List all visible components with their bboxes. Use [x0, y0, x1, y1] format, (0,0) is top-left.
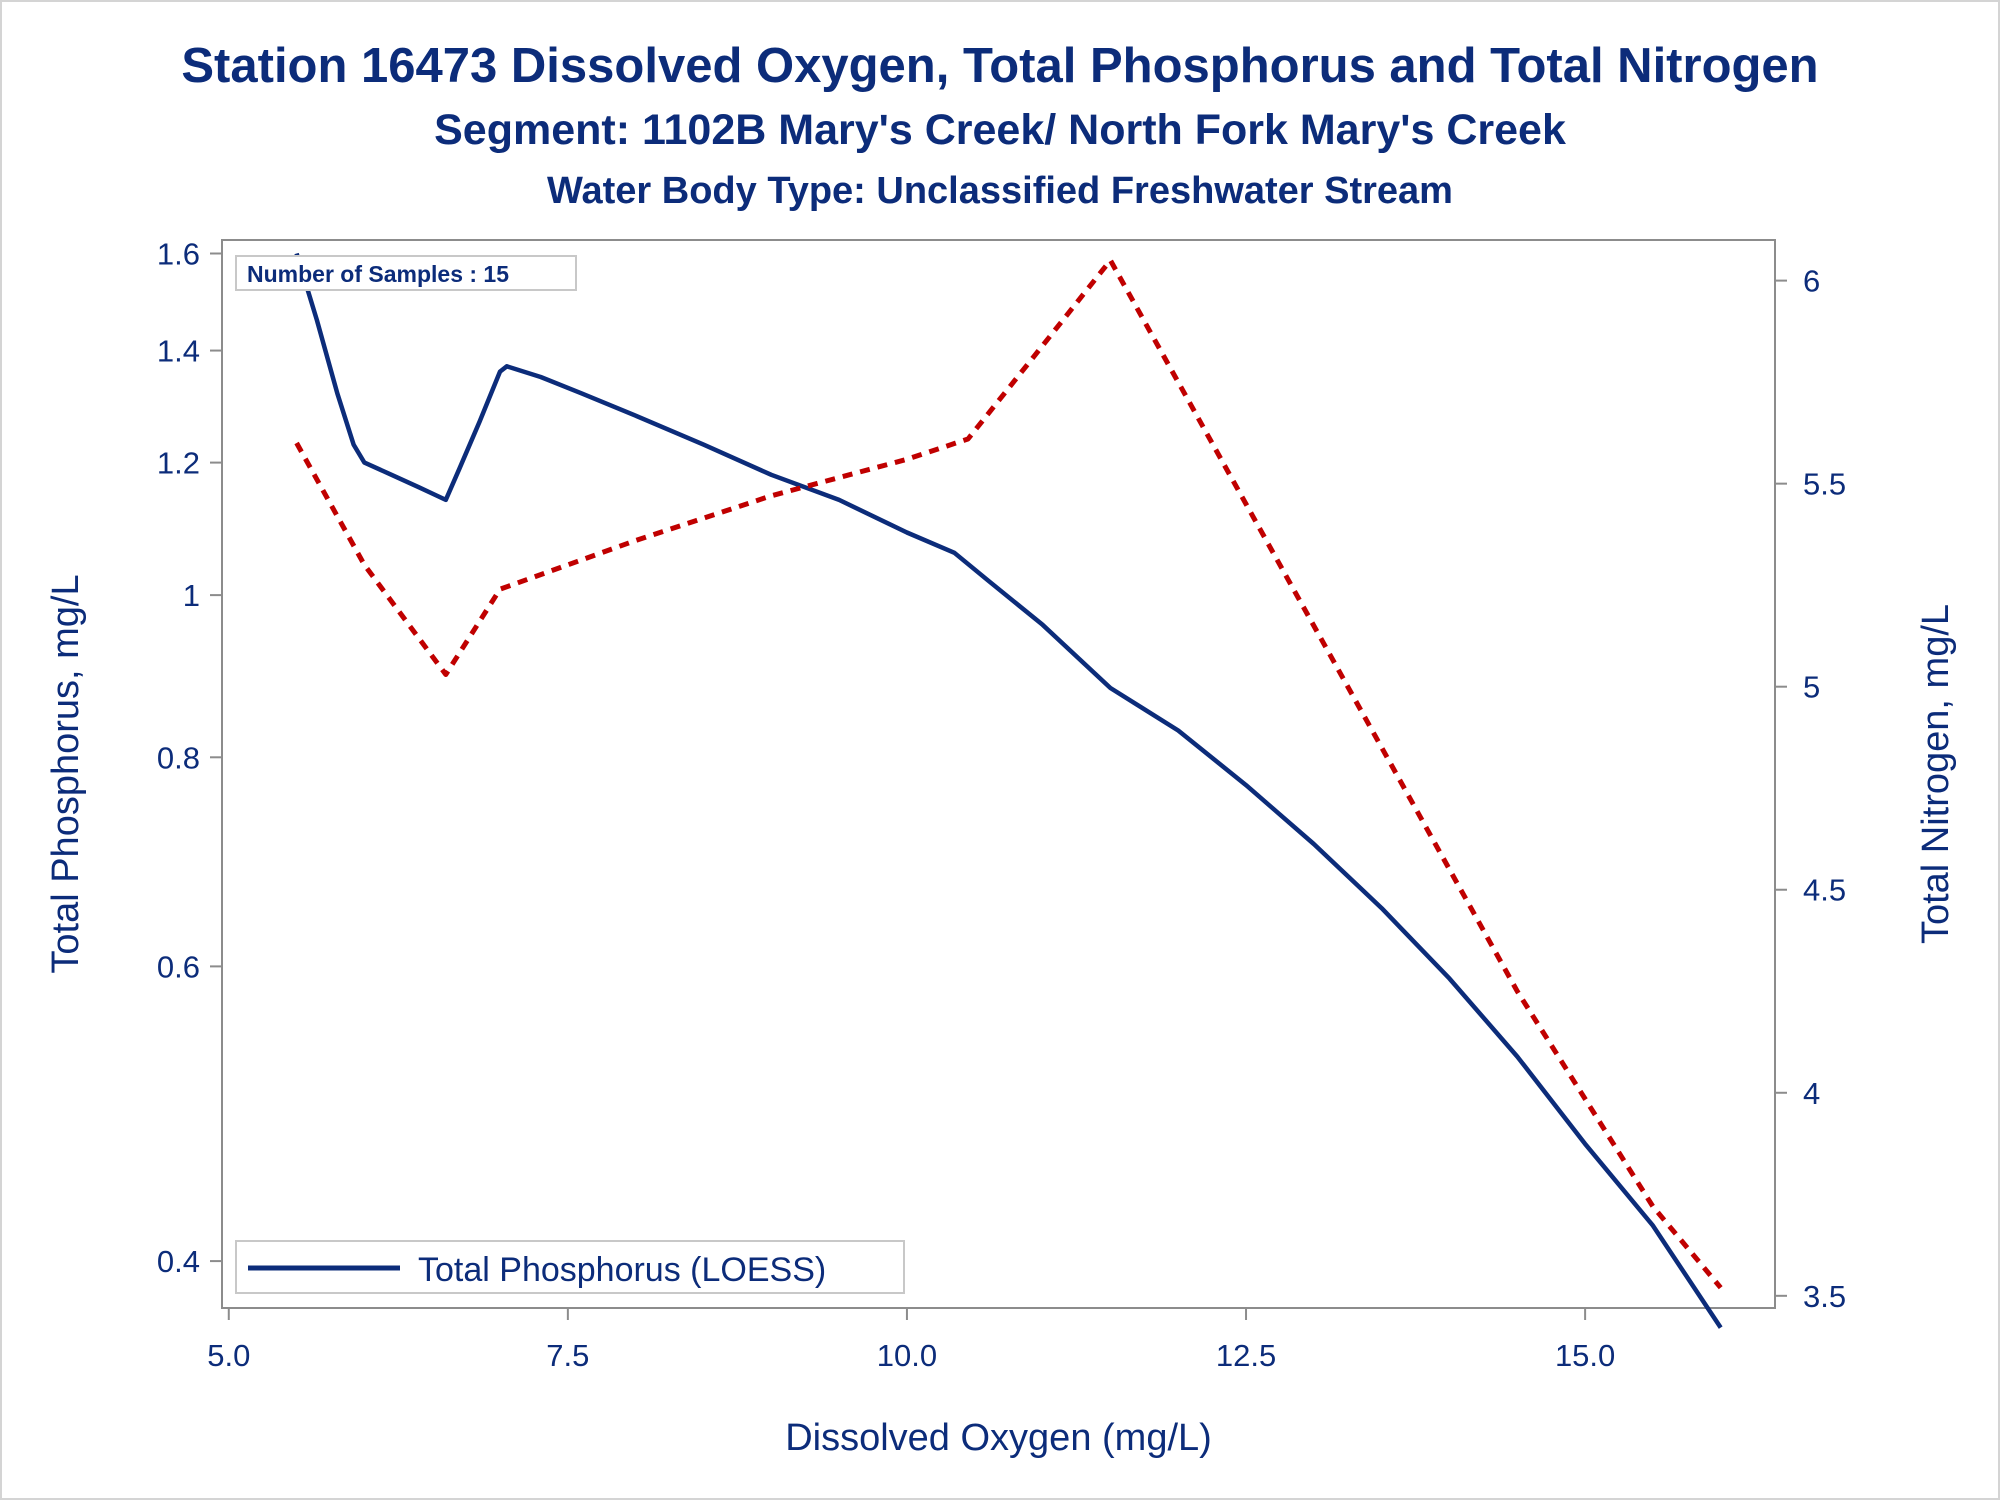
series-line-total-phosphorus: [294, 252, 1723, 1329]
sample-count-inset: Number of Samples : 15: [235, 255, 577, 291]
y-left-tick-label: 0.4: [157, 1244, 200, 1279]
chart-subtitle: Segment: 1102B Mary's Creek/ North Fork …: [434, 106, 1566, 154]
x-axis-label: Dissolved Oxygen (mg/L): [785, 1417, 1212, 1459]
series-layer: [294, 252, 1723, 1329]
y-axis-left: 0.4 0.6 0.8 1 1.2 1.4 1.6: [157, 237, 222, 1279]
y-axis-right-label: Total Nitrogen, mg/L: [1915, 604, 1957, 944]
y-right-tick-label: 4.5: [1803, 873, 1846, 908]
y-axis-right: 3.5 4 4.5 5 5.5 6: [1775, 264, 1846, 1314]
x-tick-label: 7.5: [546, 1338, 589, 1373]
chart-title: Station 16473 Dissolved Oxygen, Total Ph…: [181, 39, 1819, 93]
legend: Total Phosphorus (LOESS): [235, 1240, 905, 1294]
x-tick-label: 10.0: [877, 1338, 937, 1373]
x-tick-label: 12.5: [1216, 1338, 1276, 1373]
y-axis-left-label: Total Phosphorus, mg/L: [45, 574, 87, 973]
x-axis: 5.0 7.5 10.0 12.5 15.0: [207, 1308, 1615, 1373]
y-right-tick-label: 5.5: [1803, 467, 1846, 502]
y-left-tick-label: 1.4: [157, 334, 200, 369]
y-right-tick-label: 5: [1803, 670, 1820, 705]
x-tick-label: 5.0: [207, 1338, 250, 1373]
y-left-tick-label: 1: [183, 578, 200, 613]
plot-area: [221, 239, 1776, 1309]
legend-entry-total-phosphorus: Total Phosphorus (LOESS): [418, 1251, 826, 1289]
y-right-tick-label: 4: [1803, 1076, 1820, 1111]
series-line-total-nitrogen: [294, 257, 1723, 1290]
y-left-tick-label: 1.2: [157, 446, 200, 481]
y-left-tick-label: 0.8: [157, 740, 200, 775]
sample-count-box: [235, 255, 577, 291]
x-tick-label: 15.0: [1555, 1338, 1615, 1373]
y-right-tick-label: 3.5: [1803, 1279, 1846, 1314]
y-left-tick-label: 0.6: [157, 949, 200, 984]
chart-subtitle-water-body: Water Body Type: Unclassified Freshwater…: [547, 170, 1453, 212]
y-left-tick-label: 1.6: [157, 237, 200, 272]
y-right-tick-label: 6: [1803, 264, 1820, 299]
sample-count-text: Number of Samples : 15: [247, 261, 509, 287]
